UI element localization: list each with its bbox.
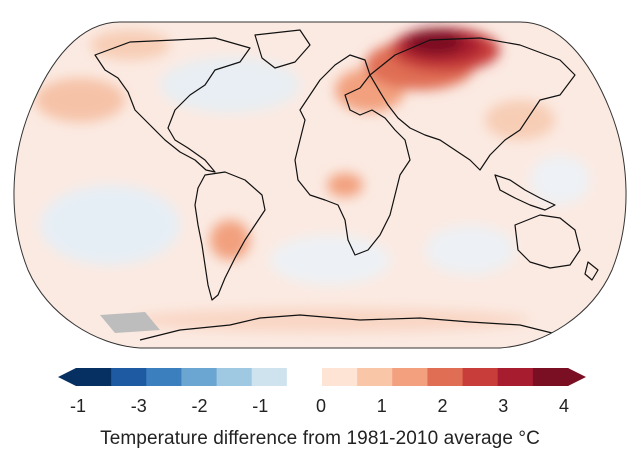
europe-africa-coast — [294, 54, 411, 256]
legend-tick-label: -1 — [70, 396, 86, 416]
legend-swatch — [146, 368, 182, 386]
asia-coast — [369, 37, 576, 171]
globe-outline — [13, 21, 627, 349]
legend-swatch — [462, 368, 499, 386]
legend-arrow-right — [568, 368, 586, 386]
legend-tick-label: 4 — [559, 396, 569, 416]
coastlines — [94, 29, 599, 341]
legend-swatch — [216, 368, 253, 386]
legend-swatch — [322, 368, 358, 386]
south-america-warm-region — [210, 220, 250, 260]
legend-swatch — [251, 368, 288, 386]
legend-tick-label: 2 — [437, 396, 447, 416]
greenland-coast — [254, 29, 311, 69]
southeast-asia-coast — [494, 174, 556, 211]
legend-swatch — [532, 368, 569, 386]
australia-coast — [514, 214, 581, 269]
east-asia-warm-region — [485, 100, 555, 140]
legend-swatch — [111, 368, 147, 386]
legend-swatch — [76, 368, 112, 386]
west-africa-warm-region — [327, 173, 363, 197]
south-america-coast — [194, 171, 266, 301]
legend-tick-label: -3 — [131, 396, 147, 416]
legend-caption: Temperature difference from 1981-2010 av… — [100, 428, 540, 449]
world-map — [13, 21, 627, 349]
legend-tick-label: 1 — [377, 396, 387, 416]
west-pacific-cool-region — [530, 155, 590, 205]
legend-tick-label: 0 — [316, 396, 326, 416]
legend-swatch — [392, 368, 428, 386]
legend-swatch — [181, 368, 218, 386]
new-zealand-coast — [584, 261, 599, 281]
no-data-patch — [100, 312, 160, 333]
legend-arrow-left — [58, 368, 76, 386]
legend-colorbar: -1 -3 -2 -1 0 1 2 3 4 — [58, 368, 586, 416]
southern-ocean-region — [130, 308, 530, 332]
south-atlantic-cool-region — [270, 235, 390, 285]
legend-swatch — [497, 368, 534, 386]
legend-swatch — [357, 368, 393, 386]
legend-tick-label: -1 — [252, 396, 268, 416]
alaska-warm-region — [90, 30, 170, 60]
legend-swatch — [286, 368, 323, 386]
north-atlantic-cool-region — [160, 57, 300, 113]
north-pacific-warm-region — [35, 78, 125, 122]
north-america-coast — [94, 37, 251, 173]
legend-swatch — [427, 368, 464, 386]
legend: -1 -3 -2 -1 0 1 2 3 4 — [0, 360, 640, 456]
anomaly-field — [35, 28, 590, 332]
south-pacific-cool-region — [40, 185, 180, 265]
legend-tick-label: -2 — [191, 396, 207, 416]
siberia-hottest-region — [407, 30, 463, 54]
indian-ocean-cool-region — [425, 225, 515, 275]
antarctica-coast — [139, 314, 561, 341]
legend-tick-label: 3 — [498, 396, 508, 416]
map-canvas — [13, 21, 627, 349]
